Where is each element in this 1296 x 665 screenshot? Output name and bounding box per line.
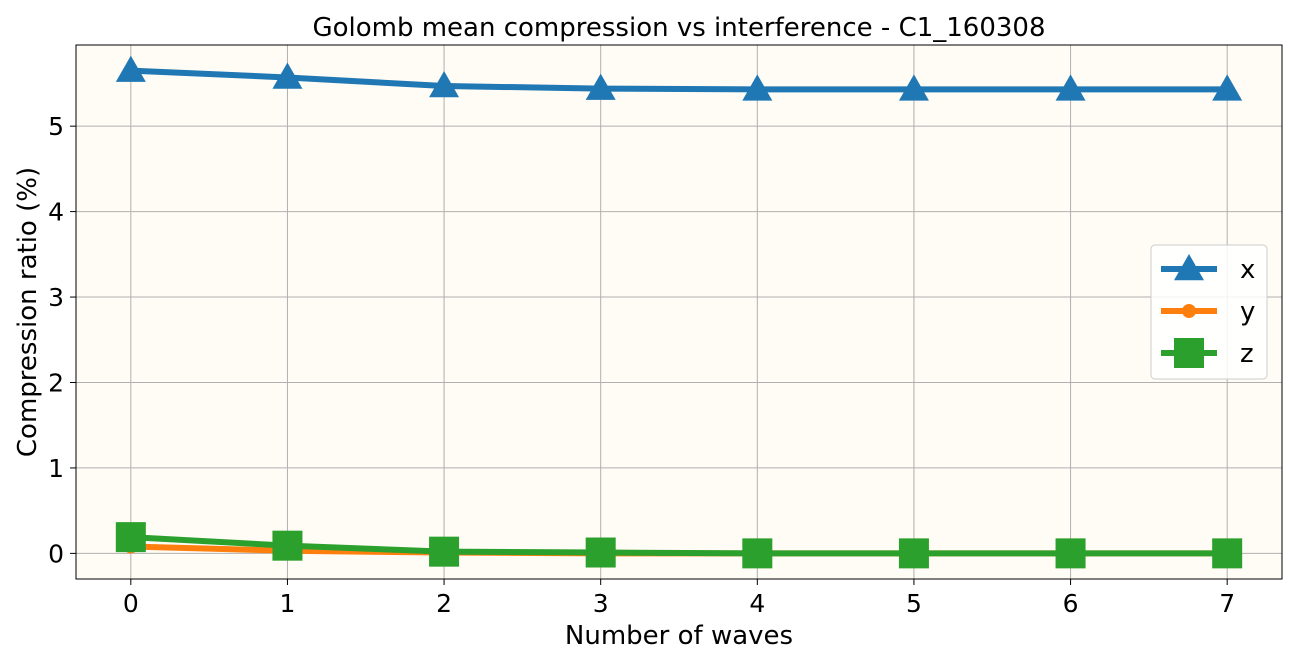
legend-label: x bbox=[1240, 255, 1255, 285]
data-point-x bbox=[272, 62, 303, 89]
data-point-z bbox=[429, 536, 460, 567]
data-point-z bbox=[1055, 538, 1086, 569]
x-tick-label: 3 bbox=[593, 589, 609, 618]
chart-title: Golomb mean compression vs interference … bbox=[312, 13, 1045, 43]
y-tick-label: 2 bbox=[48, 368, 64, 397]
legend-item-z: z bbox=[1161, 338, 1254, 369]
x-tick-label: 6 bbox=[1063, 589, 1079, 618]
grid bbox=[76, 45, 1282, 579]
data-point-z bbox=[898, 538, 929, 569]
series-z bbox=[115, 522, 1243, 569]
data-point-z bbox=[742, 538, 773, 569]
x-tick-label: 7 bbox=[1219, 589, 1235, 618]
legend-item-x: x bbox=[1161, 254, 1255, 285]
plot-frame bbox=[75, 44, 1283, 580]
y-tick-label: 5 bbox=[48, 112, 64, 141]
plot-background bbox=[76, 45, 1282, 579]
data-point-x bbox=[1212, 74, 1243, 101]
series-line-z bbox=[130, 534, 1228, 557]
series-line-x bbox=[130, 67, 1228, 93]
data-point-x bbox=[585, 73, 616, 100]
data-point-z bbox=[272, 530, 303, 561]
x-tick-label: 5 bbox=[906, 589, 922, 618]
legend-item-y: y bbox=[1161, 297, 1255, 327]
data-point-z bbox=[585, 537, 616, 568]
series-layer bbox=[115, 55, 1243, 569]
data-point-x bbox=[1055, 74, 1086, 101]
x-tick-label: 4 bbox=[749, 589, 765, 618]
legend-marker-y bbox=[1182, 304, 1196, 318]
data-point-z bbox=[1212, 538, 1243, 569]
y-tick-label: 1 bbox=[48, 454, 64, 483]
data-point-x bbox=[429, 71, 460, 98]
x-tick-label: 1 bbox=[279, 589, 295, 618]
data-point-x bbox=[742, 74, 773, 101]
legend-marker-z bbox=[1174, 338, 1204, 368]
y-tick-label: 4 bbox=[48, 198, 64, 227]
series-x bbox=[115, 55, 1243, 101]
y-tick-label: 3 bbox=[48, 283, 64, 312]
legend-label: z bbox=[1240, 339, 1254, 369]
legend-marker-x bbox=[1174, 254, 1204, 281]
legend-label: y bbox=[1240, 297, 1255, 327]
x-tick-label: 0 bbox=[123, 589, 139, 618]
y-tick-label: 0 bbox=[48, 539, 64, 568]
legend: xyz bbox=[1150, 244, 1268, 380]
y-axis-label: Compression ratio (%) bbox=[13, 167, 43, 457]
x-tick-label: 2 bbox=[436, 589, 452, 618]
data-point-x bbox=[898, 74, 929, 101]
x-axis-label: Number of waves bbox=[565, 621, 793, 651]
data-point-x bbox=[115, 55, 146, 82]
data-point-z bbox=[115, 522, 146, 553]
ticks: 0 1 2 3 4 5 6 7 0 1 2 3 4 5 bbox=[48, 112, 1235, 618]
